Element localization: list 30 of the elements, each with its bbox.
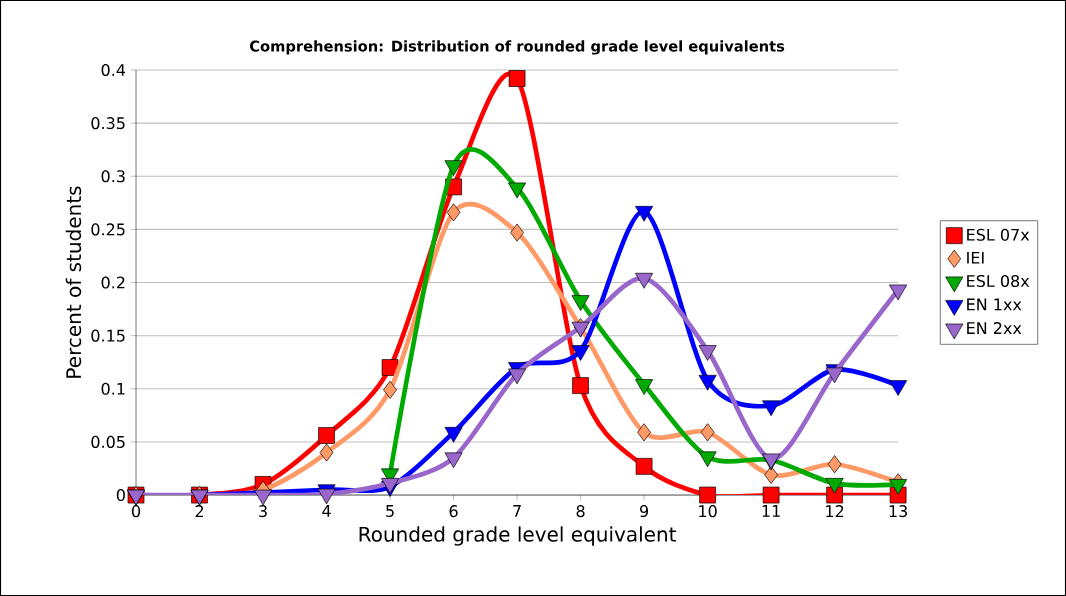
legend-label: EN 1xx — [967, 298, 1022, 311]
y-tick-label: 0.2 — [101, 276, 125, 289]
legend-label: EN 2xx — [967, 322, 1022, 334]
x-tick-label: 5 — [386, 505, 394, 517]
x-tick-label: 2 — [195, 505, 204, 517]
x-tick-label: 4 — [322, 505, 331, 517]
x-tick-label: 3 — [259, 505, 267, 518]
legend-label: ESL 07x — [967, 228, 1030, 241]
y-tick-label: 0.25 — [91, 223, 125, 236]
x-tick-label: 0 — [131, 505, 141, 518]
legend-label: IEI — [967, 251, 984, 264]
y-tick-label: 0 — [116, 488, 125, 502]
y-tick-label: 0.05 — [91, 435, 125, 448]
chart-title: Comprehension: Distribution of rounded grade level equivalents — [250, 40, 785, 55]
legend-label: ESL 08x — [967, 274, 1030, 288]
x-tick-label: 9 — [640, 505, 649, 518]
x-tick-label: 11 — [762, 505, 780, 517]
x-tick-label: 6 — [449, 505, 458, 518]
x-tick-label: 12 — [826, 505, 844, 517]
x-tick-label: 8 — [576, 505, 585, 518]
x-tick-label: 7 — [513, 505, 521, 517]
y-tick-label: 0.15 — [91, 329, 125, 342]
x-tick-label: 13 — [889, 505, 907, 518]
x-axis-title: Rounded grade level equivalent — [359, 526, 677, 546]
y-tick-label: 0.3 — [101, 170, 125, 183]
y-axis-title: Percent of students — [65, 186, 82, 378]
y-tick-label: 0.1 — [101, 382, 125, 395]
x-tick-label: 10 — [699, 505, 717, 518]
y-tick-label: 0.4 — [101, 63, 126, 77]
y-tick-label: 0.35 — [91, 117, 125, 130]
